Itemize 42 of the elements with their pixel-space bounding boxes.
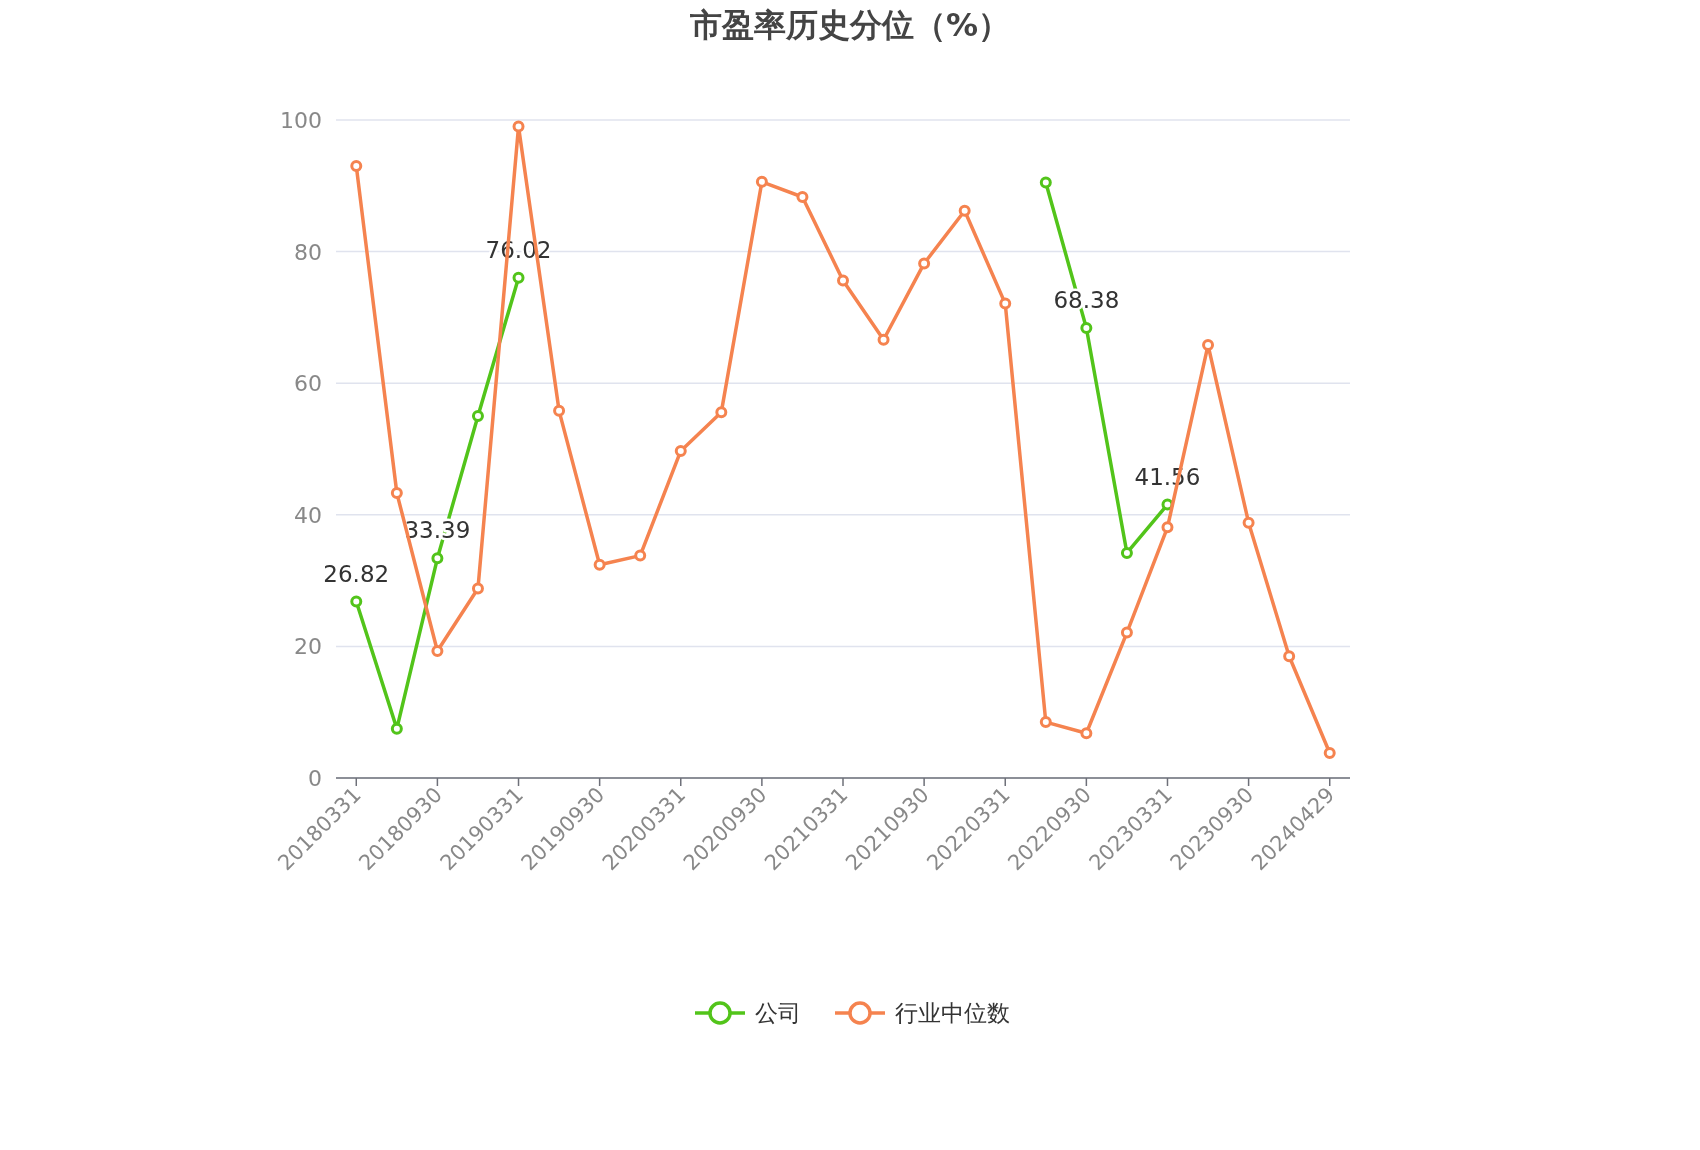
point: [958, 204, 971, 217]
point: [877, 333, 890, 346]
chart-title: 市盈率历史分位（%）: [688, 6, 1011, 44]
point: [634, 549, 647, 562]
y-tick-label: 60: [294, 371, 322, 397]
point: [1080, 322, 1093, 335]
y-tick-label: 40: [294, 502, 322, 528]
point: [431, 552, 444, 565]
point: [1242, 516, 1255, 529]
point: [350, 595, 363, 608]
point: [553, 404, 566, 417]
point: [755, 175, 768, 188]
point: [1080, 727, 1093, 740]
point: [1039, 716, 1052, 729]
point: [1161, 521, 1174, 534]
point: [1120, 626, 1133, 639]
point: [1120, 546, 1133, 559]
point: [715, 406, 728, 419]
point: [512, 120, 525, 133]
point: [350, 160, 363, 173]
y-tick-label: 80: [294, 239, 322, 265]
point: [471, 410, 484, 423]
point: [431, 645, 444, 658]
point: [918, 257, 931, 270]
point: [999, 297, 1012, 310]
y-tick-label: 0: [308, 766, 322, 791]
data-label: 26.82: [323, 560, 390, 587]
point: [512, 271, 525, 284]
point: [796, 190, 809, 203]
y-tick-label: 20: [294, 634, 322, 660]
legend-label: 公司: [755, 1000, 801, 1026]
point: [593, 558, 606, 571]
point: [390, 722, 403, 735]
point: [837, 274, 849, 287]
legend-label: 行业中位数: [895, 1000, 1010, 1026]
point: [1283, 650, 1296, 663]
point: [674, 444, 687, 457]
point: [1039, 176, 1052, 189]
point: [390, 487, 403, 500]
y-tick-label: 100: [280, 108, 322, 133]
point: [1323, 747, 1336, 759]
point: [471, 582, 484, 595]
